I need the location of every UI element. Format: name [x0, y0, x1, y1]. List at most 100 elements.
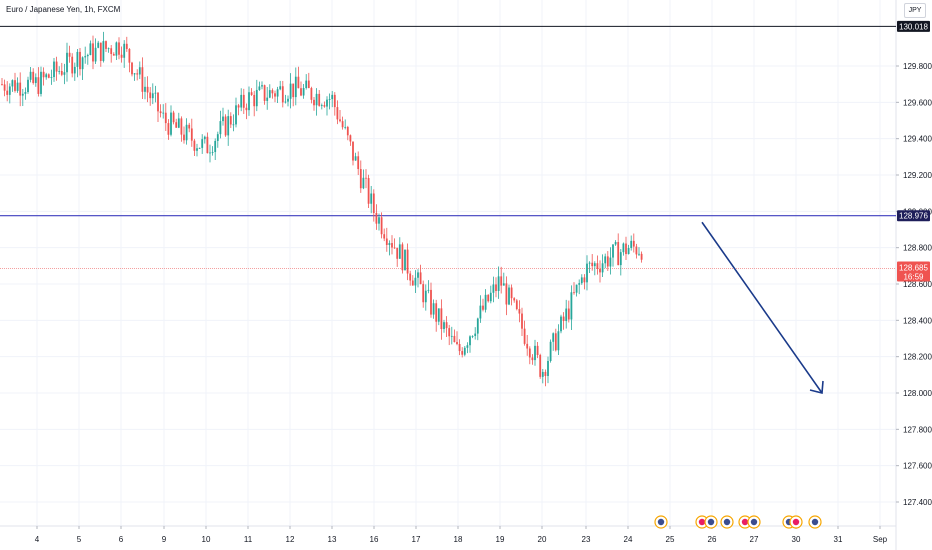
candle-body — [60, 71, 63, 75]
candle-body — [424, 290, 427, 303]
current-price-tag-text: 128.685 — [899, 264, 928, 273]
candle-body — [367, 178, 370, 204]
candle-body — [50, 77, 53, 78]
candle-body — [539, 354, 542, 377]
candle-body — [222, 116, 224, 122]
candle-body — [198, 147, 201, 149]
candle-body — [609, 257, 612, 267]
candle-body — [297, 76, 300, 89]
candle-body — [24, 92, 27, 94]
candle-body — [463, 347, 466, 355]
candle-body — [79, 51, 81, 70]
candle-body — [211, 152, 214, 153]
candle-body — [417, 272, 419, 278]
arrow-head — [809, 380, 824, 395]
candle-body — [138, 67, 141, 75]
candle-body — [596, 263, 599, 269]
candle-body — [513, 298, 516, 301]
candle-body — [549, 341, 552, 361]
candle-body — [419, 272, 422, 285]
candle-body — [99, 42, 102, 61]
x-tick-label: 30 — [792, 535, 801, 544]
candle-body — [32, 71, 35, 83]
candle-body — [232, 124, 235, 126]
x-tick-label: 10 — [202, 535, 211, 544]
candle-body — [261, 85, 263, 87]
price-axis: 127.400 127.600 127.800 128.000 128.200 128.4… — [896, 62, 932, 507]
candle-body — [515, 300, 518, 310]
candle-body — [393, 247, 396, 249]
candle-body — [336, 107, 339, 120]
candle-body — [76, 51, 79, 67]
candle-body — [398, 244, 401, 259]
current-price-tag-countdown: 16:59 — [903, 273, 924, 282]
event-icon-dot — [811, 518, 819, 526]
candle-body — [544, 371, 547, 376]
candle-body — [201, 139, 204, 148]
candle-body — [235, 105, 237, 125]
candle-body — [94, 47, 97, 62]
candle-body — [305, 80, 308, 89]
candle-body — [331, 94, 334, 100]
candle-body — [128, 48, 131, 63]
x-tick-label: 4 — [35, 535, 40, 544]
x-tick-label: 5 — [77, 535, 82, 544]
candle-body — [396, 247, 399, 259]
candle-body — [206, 136, 209, 154]
candle-body — [6, 90, 9, 95]
candle-body — [164, 112, 167, 124]
candle-body — [188, 124, 191, 129]
candle-body — [560, 316, 562, 332]
candle-body — [474, 333, 477, 336]
candle-body — [209, 152, 211, 154]
y-tick-label: 129.200 — [903, 171, 932, 180]
x-tick-label: Sep — [873, 535, 888, 544]
candle-body — [185, 124, 188, 141]
candle-body — [292, 83, 295, 98]
candle-body — [170, 112, 172, 135]
y-tick-label: 127.800 — [903, 425, 932, 434]
candle-body — [593, 263, 596, 267]
candle-body — [193, 140, 196, 151]
candle-body — [118, 42, 120, 55]
candle-body — [133, 73, 136, 75]
candle-body — [68, 52, 71, 57]
candle-body — [42, 71, 45, 78]
candle-body — [372, 193, 375, 213]
candle-body — [159, 111, 162, 114]
candle-body — [53, 61, 55, 78]
candle-body — [89, 43, 92, 56]
candle-body — [146, 86, 149, 93]
candle-body — [612, 244, 614, 258]
candle-body — [253, 94, 256, 107]
candle-body — [242, 94, 245, 108]
candle-body — [29, 71, 32, 80]
candle-body — [401, 244, 404, 271]
candles — [1, 31, 643, 387]
candle-body — [411, 280, 414, 286]
candle-body — [167, 123, 170, 135]
event-icon-dot — [741, 518, 749, 526]
candle-body — [274, 93, 276, 97]
currency-button[interactable]: JPY — [904, 3, 926, 18]
candle-body — [219, 121, 222, 135]
candle-body — [580, 277, 583, 284]
candle-body — [531, 357, 534, 361]
candle-body — [19, 82, 22, 96]
candle-body — [500, 276, 503, 286]
candle-body — [73, 66, 76, 74]
candle-body — [627, 247, 630, 255]
x-tick-label: 23 — [582, 535, 591, 544]
candle-body — [107, 48, 110, 50]
event-icon-dot — [792, 518, 800, 526]
candle-body — [414, 277, 417, 286]
candle-body — [567, 308, 570, 320]
candle-body — [8, 86, 11, 95]
candle-body — [40, 71, 42, 94]
x-tick-label: 20 — [538, 535, 547, 544]
candle-body — [541, 371, 544, 377]
candle-body — [469, 336, 471, 346]
candle-body — [510, 287, 513, 299]
candle-body — [359, 169, 362, 189]
